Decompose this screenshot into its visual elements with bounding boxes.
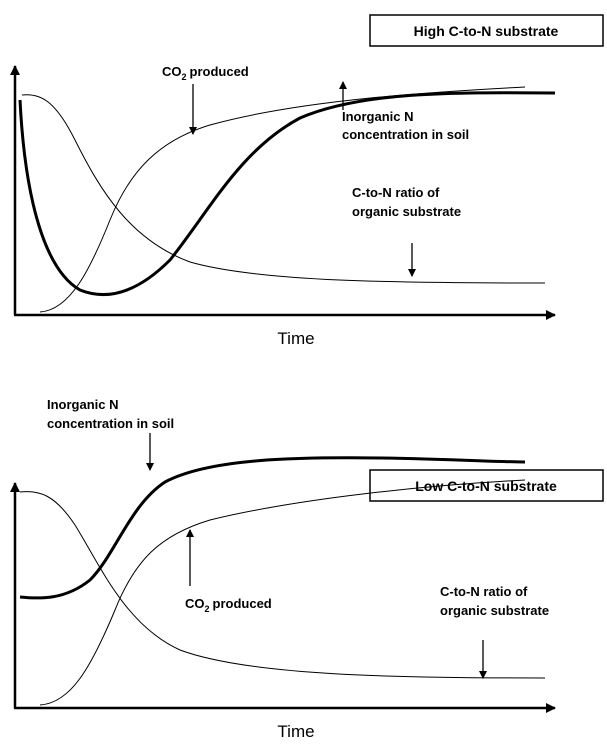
inorganic-n-curve	[18, 91, 556, 297]
box-label: High C-to-N substrate	[414, 23, 559, 39]
x-axis-label: Time	[277, 722, 314, 741]
panel-high: High C-to-N substrate Time CO2 produced I…	[10, 14, 604, 348]
co2-curve	[39, 479, 526, 706]
co2-label: CO2 produced	[185, 596, 272, 614]
x-axis-label: Time	[277, 329, 314, 348]
inorganic-n-label: concentration in soil	[47, 416, 174, 431]
inorganic-n-label: concentration in soil	[342, 127, 469, 142]
cn-curve	[21, 94, 546, 284]
panel-low: Low C-to-N substrate Time Inorganic N co…	[10, 397, 604, 741]
cn-curve	[19, 491, 546, 679]
inorganic-n-label: Inorganic N	[342, 109, 414, 124]
label-box	[369, 469, 604, 502]
box-label: Low C-to-N substrate	[415, 478, 557, 494]
cn-label: organic substrate	[440, 603, 549, 618]
label-box	[369, 14, 604, 47]
inorganic-n-label: Inorganic N	[47, 397, 119, 412]
co2-curve	[39, 86, 526, 313]
cn-label: C-to-N ratio of	[352, 185, 440, 200]
cn-label: C-to-N ratio of	[440, 584, 528, 599]
cn-label: organic substrate	[352, 204, 461, 219]
co2-label: CO2 produced	[162, 64, 249, 82]
inorganic-n-curve	[19, 456, 526, 600]
